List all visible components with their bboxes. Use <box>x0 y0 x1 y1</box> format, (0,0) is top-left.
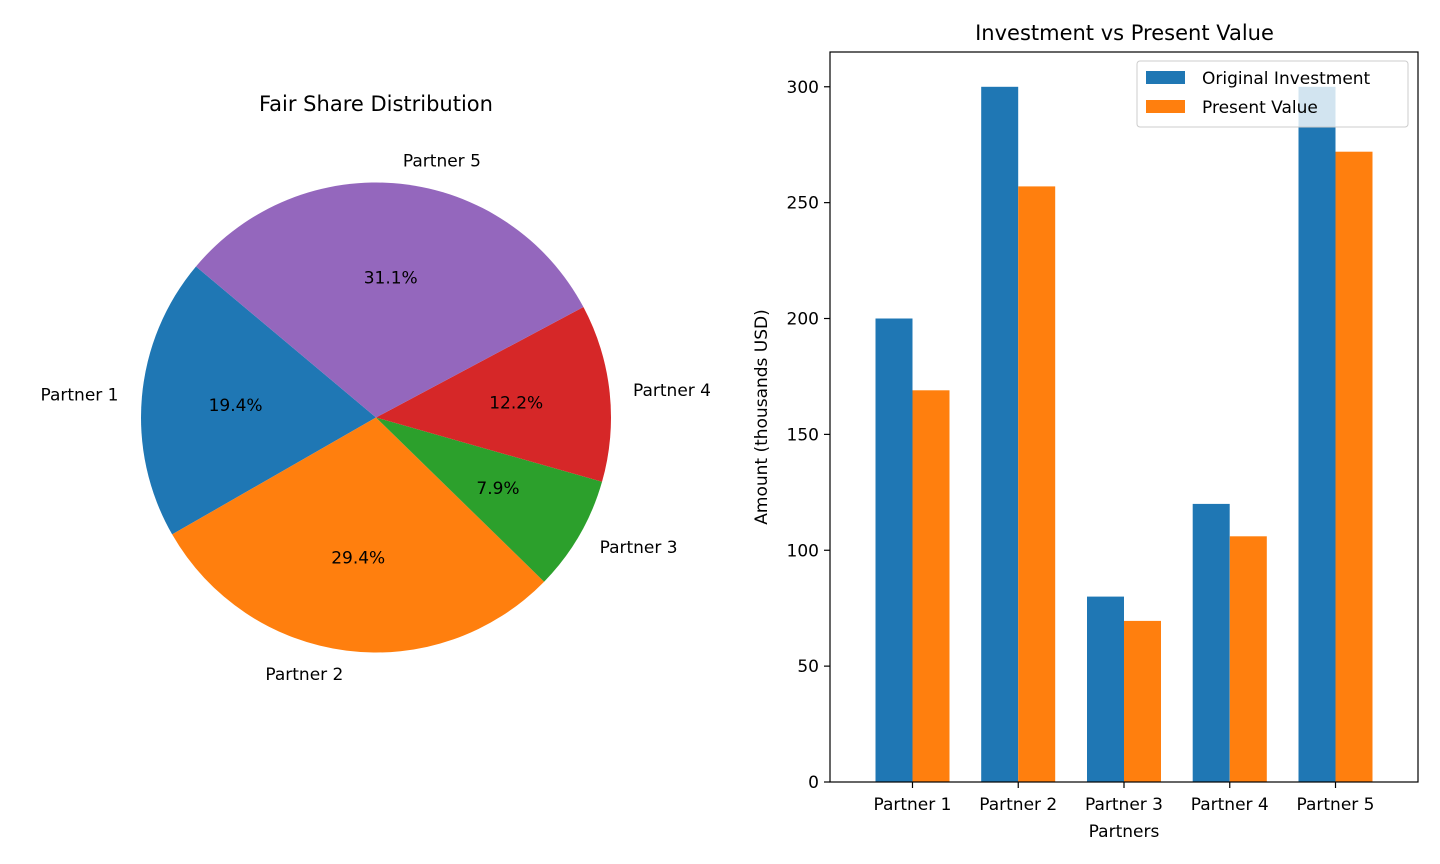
bar-present-3 <box>1124 620 1161 782</box>
pie-chart: Fair Share Distribution 19.4% Partner 1 29… <box>40 92 711 685</box>
pie-slice-label-1: Partner 1 <box>40 386 118 406</box>
pie-slice-2 <box>172 417 545 653</box>
legend-swatch-1 <box>1146 71 1185 84</box>
x-tick-label: Partner 3 <box>1085 795 1163 815</box>
bar-investment-5 <box>1298 86 1336 783</box>
pie-title: Fair Share Distribution <box>259 92 493 116</box>
bar-chart: Investment vs Present Value 0 50 100 150 200… <box>752 21 1419 842</box>
legend: Original Investment Present Value <box>1136 60 1409 128</box>
pie-pct-label-3: 7.9% <box>476 479 519 499</box>
y-tick-label: 0 <box>808 773 819 793</box>
bar-title: Investment vs Present Value <box>975 21 1274 45</box>
y-tick-label: 300 <box>787 78 819 98</box>
y-tick-label: 200 <box>787 310 819 330</box>
pie-slices <box>141 182 612 653</box>
bar-present-5 <box>1335 151 1373 782</box>
bar-investment-3 <box>1087 596 1124 782</box>
pie-slice-label-5: Partner 5 <box>403 151 481 171</box>
bars <box>875 86 1373 783</box>
y-tick-label: 150 <box>787 425 819 445</box>
bar-present-4 <box>1229 536 1267 782</box>
pie-slice-1 <box>141 266 376 535</box>
y-axis: 0 50 100 150 200 250 300 <box>787 78 830 793</box>
pie-pct-label-4: 12.2% <box>489 394 543 414</box>
x-tick-label: Partner 1 <box>873 795 951 815</box>
pie-pct-label-5: 31.1% <box>364 268 418 288</box>
y-tick-label: 250 <box>787 194 819 214</box>
legend-label-1: Original Investment <box>1202 69 1371 89</box>
legend-box <box>1136 60 1409 128</box>
pie-slice-label-3: Partner 3 <box>600 538 678 558</box>
pie-labels: 19.4% Partner 1 29.4% Partner 2 7.9% Partner … <box>40 151 711 685</box>
bar-investment-4 <box>1192 503 1230 782</box>
bar-investment-1 <box>875 318 913 782</box>
x-axis: Partner 1 Partner 2 Partner 3 Partner 4 Part… <box>873 782 1375 815</box>
x-tick-label: Partner 5 <box>1297 795 1375 815</box>
bar-present-1 <box>912 390 950 782</box>
pie-pct-label-1: 19.4% <box>209 396 263 416</box>
pie-pct-label-2: 29.4% <box>331 548 385 568</box>
y-tick-label: 100 <box>787 541 819 561</box>
pie-slice-5 <box>195 182 584 418</box>
bar-investment-2 <box>981 86 1019 783</box>
x-tick-label: Partner 4 <box>1191 795 1269 815</box>
pie-slice-label-2: Partner 2 <box>265 665 343 685</box>
x-axis-label: Partners <box>1089 822 1160 842</box>
plot-frame <box>829 51 1419 783</box>
y-tick-label: 50 <box>797 657 819 677</box>
y-axis-label: Amount (thousands USD) <box>752 309 772 525</box>
legend-swatch-2 <box>1146 100 1185 113</box>
pie-slice-3 <box>376 417 603 582</box>
x-tick-label: Partner 2 <box>979 795 1057 815</box>
pie-slice-4 <box>376 307 612 482</box>
bar-present-2 <box>1018 186 1056 782</box>
pie-slice-label-4: Partner 4 <box>633 381 711 401</box>
legend-label-2: Present Value <box>1202 98 1318 118</box>
